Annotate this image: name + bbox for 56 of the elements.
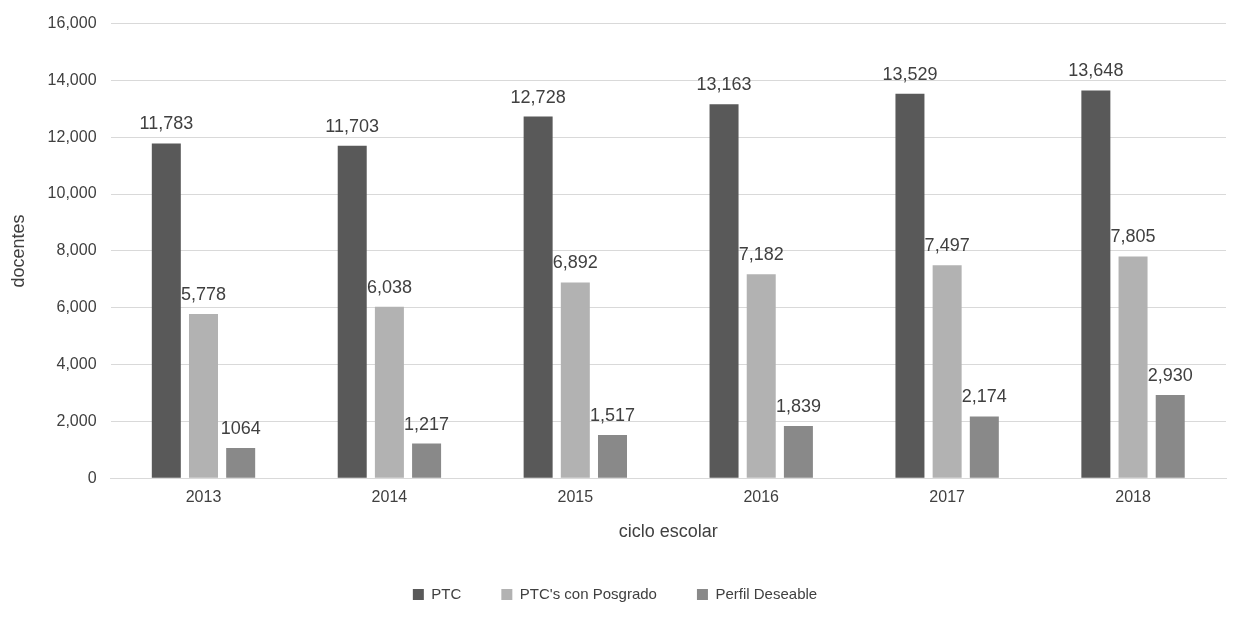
y-axis-title: docentes: [7, 214, 28, 288]
bar: [598, 435, 627, 478]
data-label: 6,038: [366, 276, 412, 297]
data-label: 7,182: [738, 244, 784, 265]
bar: [709, 104, 739, 478]
y-tick-label: 16,000: [47, 14, 97, 32]
data-label: 12,728: [510, 86, 566, 107]
data-label: 11,783: [139, 113, 194, 134]
data-label: 2,174: [961, 386, 1007, 407]
x-axis-title: ciclo escolar: [618, 521, 718, 542]
x-tick-label: 2014: [371, 488, 408, 506]
bar: [895, 93, 925, 478]
data-label: 13,163: [696, 74, 752, 95]
y-tick-label: 2,000: [56, 411, 97, 429]
data-label: 13,648: [1068, 60, 1124, 81]
legend-label: PTC's con Posgrado: [519, 584, 657, 602]
bar: [523, 116, 553, 478]
y-tick-label: 6,000: [56, 298, 97, 316]
bar: [1118, 256, 1148, 478]
bar: [337, 145, 367, 478]
bar: [1081, 90, 1111, 478]
data-label: 6,892: [552, 252, 598, 273]
data-label: 7,805: [1110, 226, 1156, 247]
data-label: 13,529: [882, 63, 938, 84]
bar: [783, 425, 813, 478]
bar: [412, 443, 442, 478]
x-tick-label: 2015: [557, 488, 594, 506]
data-label: 5,778: [180, 284, 227, 304]
y-tick-label: 4,000: [56, 354, 97, 372]
y-tick-label: 12,000: [47, 127, 97, 145]
bar: [374, 306, 404, 478]
data-label: 11,703: [325, 115, 380, 136]
bar: [226, 447, 256, 478]
y-tick-label: 10,000: [47, 184, 97, 202]
bar: [1155, 394, 1185, 478]
data-label: 1,217: [404, 413, 450, 434]
data-label: 1,517: [589, 405, 636, 426]
bar: [932, 265, 962, 478]
legend-label: PTC: [431, 584, 462, 602]
data-label: 2,930: [1147, 364, 1193, 385]
x-tick-label: 2013: [185, 488, 222, 506]
x-tick-label: 2018: [1115, 488, 1151, 506]
bar: [560, 282, 590, 478]
y-tick-label: 14,000: [47, 70, 97, 88]
y-tick-label: 0: [87, 468, 97, 486]
data-label: 1064: [220, 417, 261, 438]
bar: [151, 143, 181, 478]
data-label: 1,839: [775, 395, 821, 416]
bar: [969, 416, 999, 478]
y-tick-label: 8,000: [56, 241, 97, 259]
x-tick-label: 2017: [929, 488, 966, 506]
bar: [188, 314, 218, 478]
bar: [746, 274, 776, 478]
data-label: 7,497: [924, 235, 970, 256]
x-tick-label: 2016: [743, 488, 780, 506]
legend-label: Perfil Deseable: [715, 584, 818, 602]
